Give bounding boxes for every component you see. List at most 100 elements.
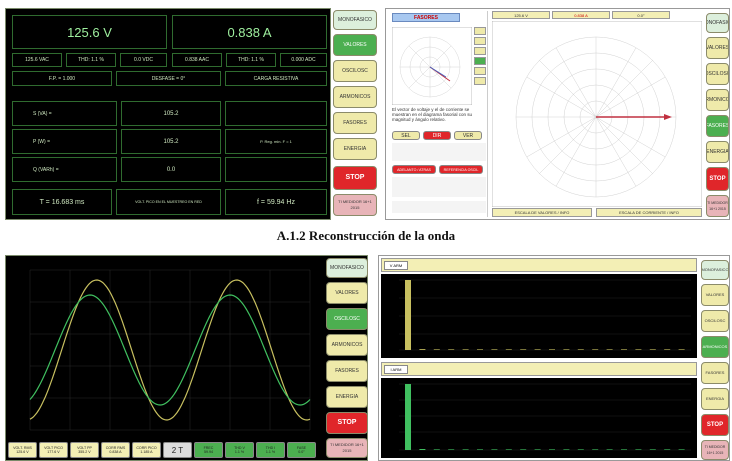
harmonic-bar-17 [635, 349, 642, 350]
referencia-button[interactable]: REFERENCIA OSCIL [439, 165, 483, 174]
osc-readout-label: CORR PICO [136, 446, 157, 450]
vac-readout: 125.6 VAC [12, 53, 62, 67]
harmonic-bar-14 [592, 349, 599, 350]
current-trace [29, 294, 311, 406]
osc-readout-label: 2 T [171, 445, 184, 455]
apparent-power-aux [225, 101, 327, 126]
harmonic-bar-7 [491, 349, 498, 350]
sidebar-extra-button[interactable]: TI MEDIDOR 16+1 2015 [706, 195, 729, 217]
sidebar-extra-button[interactable]: TI MEDIDOR 16+1 2015 [333, 194, 377, 216]
sidebar-energia-button[interactable]: ENERGIA [701, 388, 729, 410]
sidebar-energia-button[interactable]: ENERGIA [326, 386, 368, 408]
harmonic-bar-20 [678, 349, 685, 350]
mini-button[interactable] [474, 77, 486, 85]
sidebar-valores-button[interactable]: VALORES [701, 284, 729, 306]
osc-readout-5[interactable]: 2 T [163, 442, 192, 458]
header-current: 0.838 A [552, 11, 610, 19]
sidebar-fasores-button[interactable]: FASORES [326, 360, 368, 382]
mini-button[interactable] [474, 27, 486, 35]
ver-button[interactable]: VER [454, 131, 482, 140]
voltage-readout: 125.6 V [12, 15, 167, 49]
sidebar-monofasico-button[interactable]: MONOFASICO [326, 258, 368, 278]
stop-button[interactable]: STOP [326, 412, 368, 434]
harmonic-bar-15 [606, 349, 613, 350]
sidebar-extra-button[interactable]: TI MEDIDOR 16+1 2015 [326, 438, 368, 458]
adelanto-button[interactable]: ADELANTO / ATRAS [392, 165, 436, 174]
harmonic-bar-12 [563, 349, 570, 350]
sidebar-energia-button[interactable]: ENERGIA [333, 138, 377, 160]
active-power-value: 105.2 [121, 129, 221, 154]
osc-readout-label: CORR RMS [105, 446, 126, 450]
reactive-power-label: Q (VARh) = [12, 157, 117, 182]
voltage-harmonics-chart [381, 274, 697, 358]
sidebar-armonicos-button[interactable]: ARMONICOS [333, 86, 377, 108]
osc-readout-label: FASE [296, 446, 307, 450]
mini-button[interactable] [474, 57, 486, 65]
sidebar-extra-button[interactable]: TI MEDIDOR 16+1 2015 [701, 440, 729, 460]
sidebar-valores-button[interactable]: VALORES [326, 282, 368, 304]
sidebar-monofasico-button[interactable]: MONOFASICO [706, 13, 729, 33]
osc-readout-label: FREC [203, 446, 214, 450]
corr-harmonic-header: I ARM [381, 362, 697, 376]
harmonic-bar-3 [433, 349, 440, 350]
footer-right: ESCALA DE CORRIENTE / INFO [596, 208, 702, 217]
dir-button[interactable]: DIR [423, 131, 451, 140]
harmonic-bar-9 [520, 349, 527, 350]
corr-arm-tab[interactable]: I ARM [384, 365, 408, 374]
header-voltage: 125.6 V [492, 11, 550, 19]
harmonic-bar-16 [621, 349, 627, 350]
sidebar-energia-button[interactable]: ENERGIA [706, 141, 729, 163]
phasor-diagram [492, 21, 702, 207]
mini-side-buttons [474, 27, 486, 105]
osciloscopio-screen: VOLT. RMS 125.6 V VOLT PICO 177.6 V VOLT PP 3… [5, 255, 368, 461]
apparent-power-label: S (VA) = [12, 101, 117, 126]
sidebar-fasores-button[interactable]: FASORES [701, 362, 729, 384]
volt-arm-tab[interactable]: V ARM [384, 261, 408, 270]
osc-readout-8: THD I 1.1 % [256, 442, 285, 458]
sidebar-osciloscopio-button[interactable]: OSCILOSC [326, 308, 368, 330]
harmonic-bar-16 [621, 449, 627, 450]
thd-i-readout: THD: 1.1 % [226, 53, 276, 67]
sidebar-valores-button[interactable]: VALORES [333, 34, 377, 56]
waveform-plot [10, 260, 324, 440]
sidebar-fasores-button[interactable]: FASORES [333, 112, 377, 134]
osc-readout-7: THD V 1.1 % [225, 442, 254, 458]
mini-button[interactable] [474, 37, 486, 45]
stop-button[interactable]: STOP [333, 166, 377, 190]
stop-button[interactable]: STOP [706, 167, 729, 191]
valores-screen: 125.6 V 0.838 A 125.6 VAC THD: 1.1 % 0.0… [5, 8, 331, 220]
sidebar-monofasico-button[interactable]: MONOFASICO [333, 10, 377, 30]
stop-button[interactable]: STOP [701, 414, 729, 436]
sidebar-monofasico-button[interactable]: MONOFASICO [701, 260, 729, 280]
sidebar-armonicos-button[interactable]: ARMONICOS [706, 89, 729, 111]
osc-readout-value: 59.94 [204, 450, 213, 454]
osc-readout-value: 0.0° [298, 450, 305, 454]
sidebar-armonicos-button[interactable]: ARMONICOS [701, 336, 729, 358]
sel-button[interactable]: SEL [392, 131, 420, 140]
sidebar-osciloscopio-button[interactable]: OSCILOSC [701, 310, 729, 332]
load-type: CARGA RESISTIVA [225, 71, 327, 86]
osc-readout-1: VOLT PICO 177.6 V [39, 442, 68, 458]
thd-v-readout: THD: 1.1 % [66, 53, 116, 67]
osc-readout-value: 0.838 A [109, 450, 122, 454]
osc-readout-label: VOLT PP [77, 446, 92, 450]
fasores-desc-block-1 [392, 143, 486, 161]
harmonic-bar-11 [549, 449, 555, 450]
harmonic-bar-9 [520, 449, 527, 450]
mini-button[interactable] [474, 47, 486, 55]
harmonic-bar-19 [664, 449, 671, 450]
harmonic-bar-15 [606, 449, 613, 450]
header-angle: 0.0° [612, 11, 670, 19]
period-readout: T = 16.683 ms [12, 189, 112, 215]
sidebar-osciloscopio-button[interactable]: OSCILOSC [333, 60, 377, 82]
sidebar-armonicos-button[interactable]: ARMONICOS [326, 334, 368, 356]
voltage-trace [29, 279, 311, 421]
mini-button[interactable] [474, 67, 486, 75]
armonicos-screen: V ARM I ARM MONOFASICO VALORES OSCILOSC … [378, 255, 730, 461]
harmonic-bar-7 [491, 449, 498, 450]
apparent-power-value: 105.2 [121, 101, 221, 126]
sidebar-valores-button[interactable]: VALORES [706, 37, 729, 59]
harmonic-bar-17 [635, 449, 642, 450]
sidebar-osciloscopio-button[interactable]: OSCILOSC [706, 63, 729, 85]
sidebar-fasores-button[interactable]: FASORES [706, 115, 729, 137]
